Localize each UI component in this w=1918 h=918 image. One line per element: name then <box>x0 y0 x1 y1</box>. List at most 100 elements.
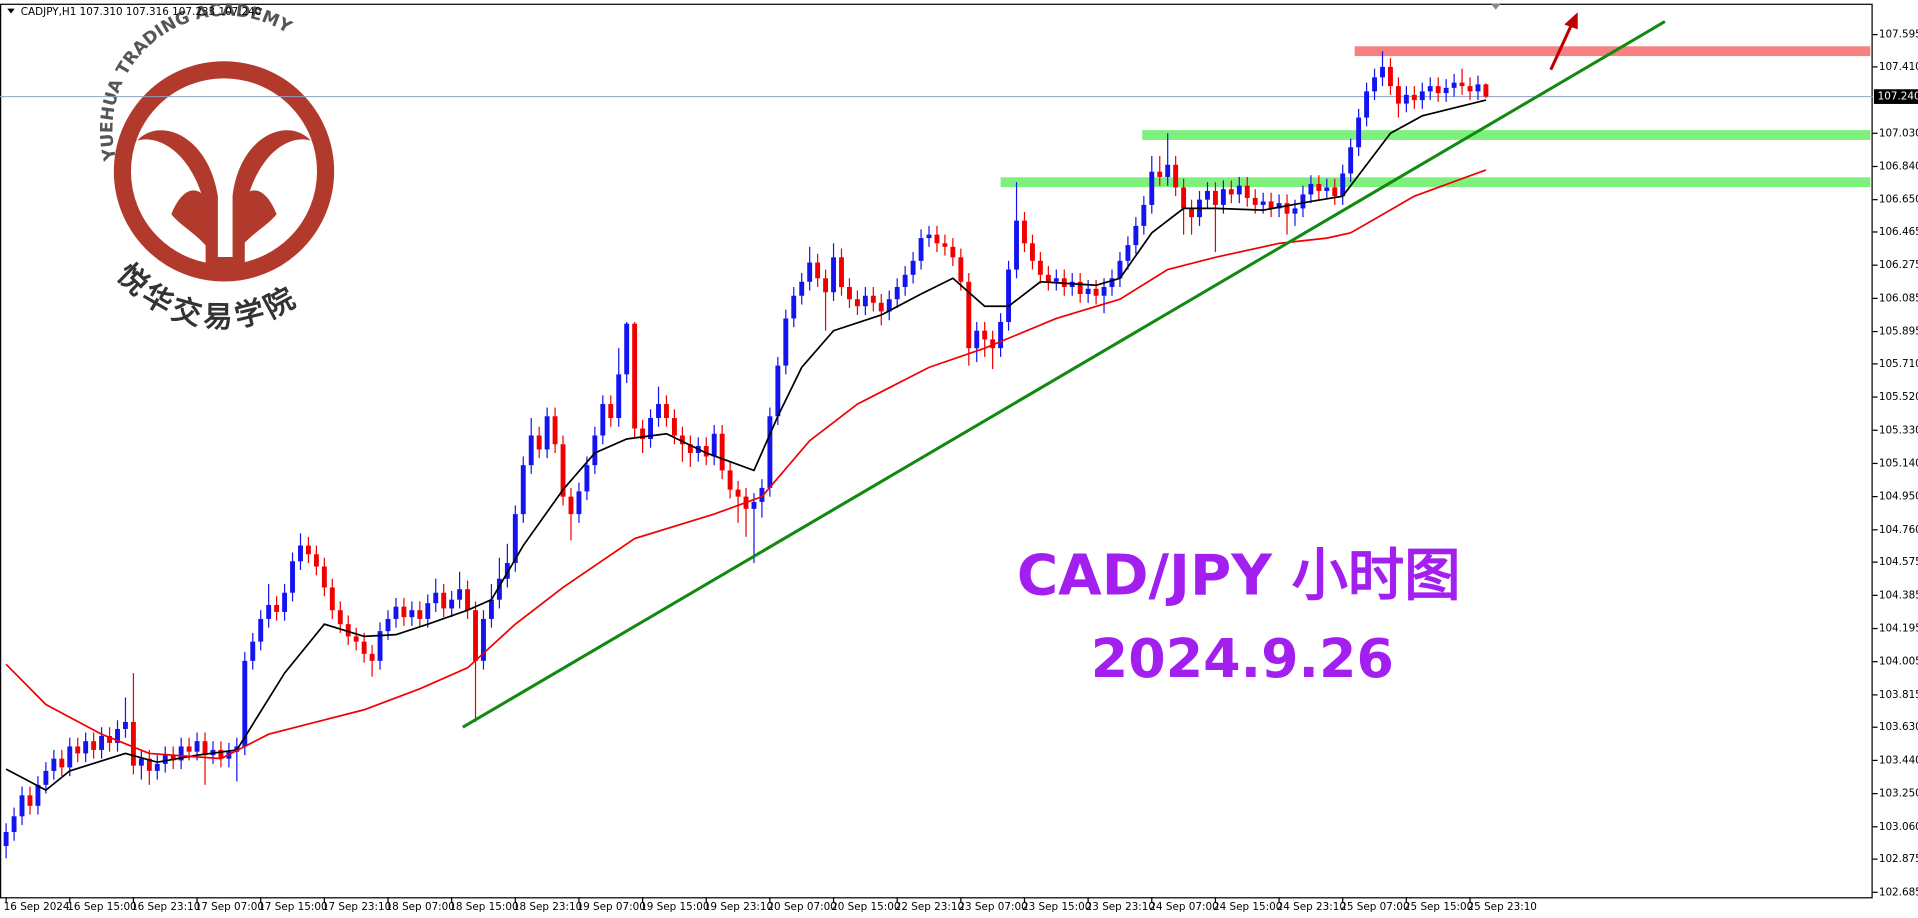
candle-body <box>528 435 534 466</box>
x-tick-label: 17 Sep 07:00 <box>195 901 264 913</box>
candle-body <box>854 299 860 307</box>
candle-body <box>385 618 391 632</box>
candle-body <box>329 587 335 611</box>
candle-body <box>194 741 200 752</box>
trendline <box>462 20 1666 729</box>
candle-body <box>1443 87 1449 94</box>
candle-body <box>11 816 17 833</box>
candle-body <box>910 260 916 275</box>
candle-body <box>202 741 208 756</box>
y-tick-label: 103.060 <box>1879 821 1918 833</box>
candle-body <box>1101 287 1107 296</box>
candle-body <box>305 545 311 555</box>
candle-body <box>1276 203 1282 209</box>
candle-body <box>831 257 836 293</box>
zone <box>1000 177 1871 188</box>
y-tick-label: 107.410 <box>1879 61 1918 73</box>
candle-body <box>1332 187 1338 197</box>
x-tick-label: 23 Sep 07:00 <box>958 901 1027 913</box>
candle-body <box>966 281 972 349</box>
y-tick-label: 105.520 <box>1879 391 1918 403</box>
candle-body <box>870 295 876 303</box>
y-tick-label: 106.275 <box>1879 259 1918 271</box>
y-tick-label: 104.195 <box>1879 623 1918 635</box>
candle-body <box>934 234 940 244</box>
candle-body <box>751 501 757 509</box>
y-tick-label: 105.895 <box>1879 326 1918 338</box>
candle-body <box>51 758 57 771</box>
candle-body <box>1268 201 1274 209</box>
x-tick-label: 25 Sep 07:00 <box>1340 901 1409 913</box>
candle-body <box>43 770 49 785</box>
x-tick-label: 16 Sep 2024 <box>4 901 70 913</box>
candle-body <box>719 433 725 471</box>
candle-body <box>1228 189 1234 195</box>
candle-body <box>1292 208 1298 214</box>
candle-body <box>616 374 622 419</box>
candle-body <box>1419 91 1425 101</box>
candle-body <box>1117 260 1123 279</box>
candle-body <box>1212 190 1218 205</box>
x-tick-label: 24 Sep 15:00 <box>1213 901 1282 913</box>
y-tick-label: 103.630 <box>1879 721 1918 733</box>
scroll-marker <box>1490 3 1501 10</box>
candle-body <box>465 589 471 611</box>
candle-body <box>552 416 558 445</box>
candle-body <box>425 603 431 619</box>
candle-body <box>918 238 924 261</box>
logo-ring <box>113 61 335 282</box>
x-tick-label: 25 Sep 23:10 <box>1468 901 1537 913</box>
candle-body <box>457 589 463 600</box>
candle-body <box>274 604 280 612</box>
x-tick-label: 19 Sep 23:10 <box>704 901 773 913</box>
candle-body <box>791 295 797 319</box>
candle-body <box>321 566 327 588</box>
candle-body <box>186 746 192 752</box>
candle-body <box>115 728 120 743</box>
x-tick-label: 18 Sep 07:00 <box>386 901 455 913</box>
candle-body <box>1165 164 1171 177</box>
x-tick-label: 19 Sep 15:00 <box>640 901 709 913</box>
x-tick-label: 22 Sep 23:10 <box>895 901 964 913</box>
candle-body <box>1388 66 1393 87</box>
candle-body <box>1475 84 1481 92</box>
x-tick-label: 20 Sep 07:00 <box>767 901 836 913</box>
y-tick-label: 105.330 <box>1879 424 1918 436</box>
y-tick-label: 102.875 <box>1879 853 1918 865</box>
candle-body <box>107 735 112 743</box>
y-tick-label: 104.950 <box>1879 491 1918 503</box>
x-tick-label: 17 Sep 23:10 <box>322 901 391 913</box>
candle-body <box>632 323 638 429</box>
candle-body <box>313 554 319 567</box>
x-tick-label: 16 Sep 15:00 <box>67 901 136 913</box>
candle-body <box>664 404 669 419</box>
candle-body <box>847 287 852 300</box>
candle-body <box>1403 94 1409 104</box>
candle-body <box>687 444 693 453</box>
candle-body <box>496 578 502 600</box>
candle-body <box>839 257 844 288</box>
candle-body <box>1284 203 1290 214</box>
annotation-title: CAD/JPY 小时图 <box>1017 544 1461 609</box>
candle-body <box>1340 173 1346 197</box>
candle-body <box>1372 77 1377 92</box>
candle-body <box>35 784 41 806</box>
candle-body <box>1093 288 1099 296</box>
y-tick-label: 106.465 <box>1879 226 1918 238</box>
candle-body <box>1411 94 1417 101</box>
y-tick-label: 106.650 <box>1879 194 1918 206</box>
candle-body <box>815 262 821 279</box>
candle-body <box>337 610 343 625</box>
candle-body <box>799 281 805 296</box>
candle-body <box>878 302 884 312</box>
candle-body <box>1157 171 1163 177</box>
candle-body <box>99 735 105 750</box>
candle-body <box>648 418 654 439</box>
candle-body <box>218 749 224 759</box>
candle-body <box>154 763 160 771</box>
y-tick-label: 105.710 <box>1879 358 1918 370</box>
candle-body <box>290 561 295 593</box>
x-tick-label: 18 Sep 15:00 <box>449 901 518 913</box>
header-marker <box>7 8 15 14</box>
candle-body <box>1045 274 1051 282</box>
